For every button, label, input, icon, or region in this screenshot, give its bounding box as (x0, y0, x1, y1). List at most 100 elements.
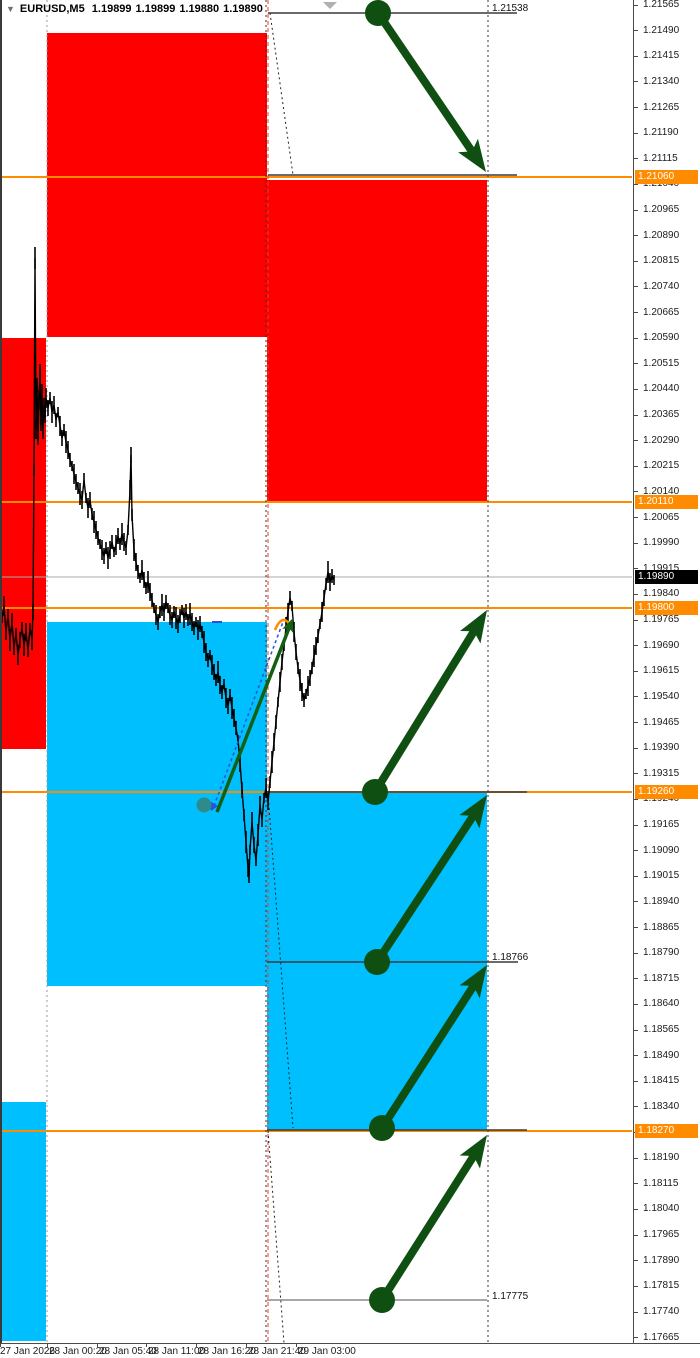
price-axis-label: 1.20890 (643, 229, 680, 241)
slanted-dotted-line (267, 1130, 285, 1344)
projection-dot (369, 1115, 395, 1141)
symbol-label: EURUSD,M5 (19, 3, 85, 15)
symbol-dropdown-icon[interactable]: ▼ (6, 4, 15, 14)
projection-dot (364, 949, 390, 975)
price-axis-label: 1.18865 (643, 921, 680, 933)
price-tick (634, 722, 638, 724)
ohlc-open: 1.19899 (91, 3, 132, 15)
price-tick (634, 4, 638, 6)
price-tick (634, 440, 638, 442)
price-axis[interactable]: 1.21565 1.21490 1.21415 1.21340 1.21265 1.211… (633, 0, 700, 1343)
price-axis-label: 1.18040 (643, 1203, 680, 1215)
price-axis-label: 1.21115 (643, 152, 678, 164)
price-axis-label: 1.19315 (643, 767, 680, 779)
projection-price-label: 1.21538 (492, 3, 529, 14)
price-tick (634, 593, 638, 595)
price-axis-label: 1.20140 (643, 485, 680, 497)
price-axis-label: 1.19015 (643, 870, 680, 882)
key-level-badge: 1.21060 (635, 170, 698, 184)
projection-arrow-shaft (371, 626, 479, 795)
time-axis-label: 28 Jan 21:40 (248, 1346, 306, 1357)
price-tick (634, 1157, 638, 1159)
price-tick (634, 465, 638, 467)
price-tick (634, 978, 638, 980)
time-tick (47, 1344, 48, 1347)
price-axis-label: 1.19090 (643, 844, 680, 856)
price-axis-label: 1.19765 (643, 614, 680, 626)
price-tick (634, 81, 638, 83)
price-tick (634, 414, 638, 416)
trend-arrow-shaft (215, 626, 292, 813)
price-axis-label: 1.17890 (643, 1254, 680, 1266)
price-axis-label: 1.18415 (643, 1075, 680, 1087)
price-tick (634, 1055, 638, 1057)
price-tick (634, 1285, 638, 1287)
price-axis-label: 1.20065 (643, 511, 680, 523)
demand-zone (47, 622, 267, 986)
projection-arrow-shaft (378, 981, 479, 1131)
time-axis-label: 28 Jan 16:20 (198, 1346, 256, 1357)
price-tick (634, 773, 638, 775)
price-tick (634, 850, 638, 852)
time-axis-label: 27 Jan 2026 (0, 1346, 56, 1357)
price-tick (634, 1029, 638, 1031)
price-tick (634, 286, 638, 288)
ohlc-low: 1.19880 (179, 3, 220, 15)
key-level-badge: 1.20110 (635, 495, 698, 509)
price-axis-label: 1.21190 (643, 127, 679, 139)
price-tick (634, 824, 638, 826)
projection-price-label: 1.18766 (492, 952, 529, 963)
price-axis-label: 1.20290 (643, 434, 680, 446)
price-tick (634, 1106, 638, 1108)
price-axis-label: 1.20440 (643, 383, 680, 395)
projection-dot (362, 779, 388, 805)
price-tick (634, 1337, 638, 1339)
price-tick (634, 363, 638, 365)
price-tick (634, 260, 638, 262)
teal-dot-marker (196, 797, 212, 813)
price-axis-label: 1.18190 (643, 1152, 680, 1164)
time-axis-label: 29 Jan 03:00 (298, 1346, 356, 1357)
price-tick (634, 107, 638, 108)
price-axis-label: 1.17665 (643, 1331, 680, 1343)
time-tick (146, 1344, 147, 1347)
price-axis-label: 1.19540 (643, 690, 680, 702)
price-axis-label: 1.18340 (643, 1100, 680, 1112)
price-tick (634, 1260, 638, 1262)
time-axis[interactable]: 27 Jan 2026 28 Jan 00:20 28 Jan 05:40 28 Ja… (0, 1343, 700, 1358)
price-tick (634, 55, 638, 57)
price-tick (634, 1183, 638, 1185)
time-tick (196, 1344, 197, 1347)
price-axis-label: 1.19465 (643, 716, 680, 728)
price-axis-label: 1.19840 (643, 588, 680, 600)
price-axis-label: 1.20740 (643, 280, 680, 292)
price-tick (634, 1080, 638, 1082)
price-axis-label: 1.18490 (643, 1049, 680, 1061)
supply-zone (267, 180, 487, 501)
time-tick (97, 1344, 98, 1347)
slanted-dotted-line (269, 12, 294, 176)
projection-arrow-shaft (373, 811, 479, 965)
price-axis-label: 1.18115 (643, 1177, 679, 1189)
time-tick (0, 1344, 1, 1347)
slanted-dotted-line (267, 792, 294, 1129)
projection-arrow-head (458, 138, 486, 172)
price-tick (634, 619, 638, 621)
price-axis-label: 1.21265 (643, 101, 680, 113)
key-level-badge: 1.19800 (635, 601, 698, 615)
price-tick (634, 1234, 638, 1236)
price-axis-label: 1.18940 (643, 895, 680, 907)
price-axis-label: 1.18715 (643, 972, 680, 984)
key-level-badge: 1.19260 (635, 785, 698, 799)
projection-arrow-head (459, 1135, 487, 1169)
chart-header: ▼ EURUSD,M5 1.19899 1.19899 1.19880 1.19890 (6, 3, 267, 17)
price-tick (634, 235, 638, 237)
price-tick (634, 952, 638, 954)
projection-arrow-head (460, 610, 487, 644)
time-axis-label: 28 Jan 11:00 (148, 1346, 206, 1357)
price-tick (634, 875, 638, 877)
ohlc-high: 1.19899 (135, 3, 176, 15)
chart-shift-marker[interactable] (323, 2, 337, 9)
price-tick (634, 158, 638, 160)
